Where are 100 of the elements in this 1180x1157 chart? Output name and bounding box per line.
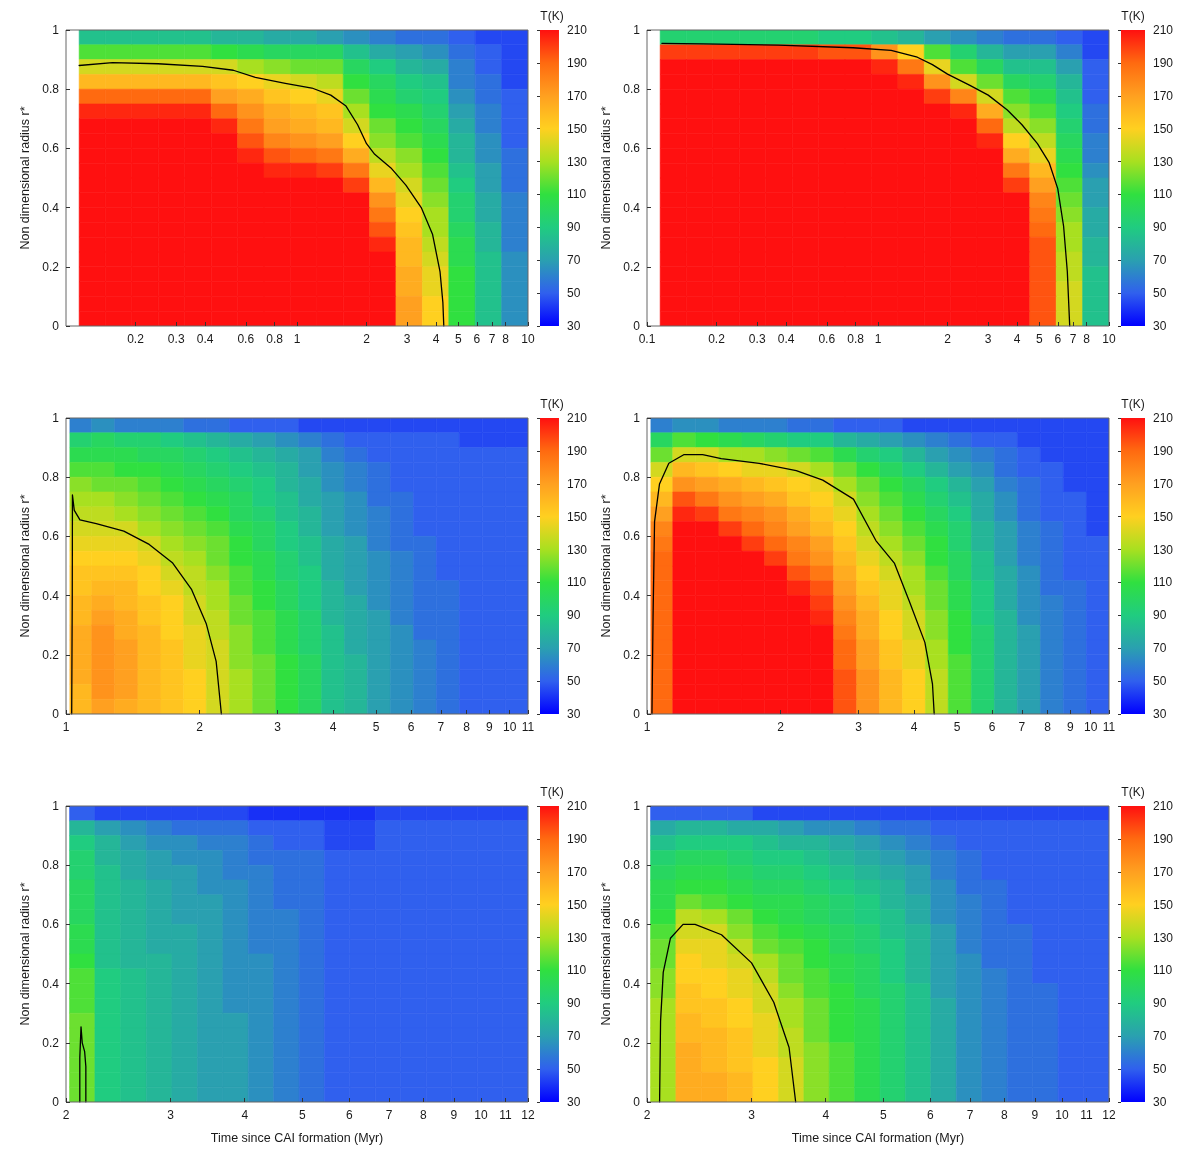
- x-tick-label: 6: [473, 332, 481, 346]
- x-tick-label: 0.2: [708, 332, 726, 346]
- color-bar-label: 70: [566, 1029, 581, 1044]
- color-bar-label: 90: [1153, 608, 1167, 623]
- x-tick-label: 1: [874, 332, 882, 346]
- color-bar-label: 110: [1153, 187, 1173, 202]
- x-tick-label: 4: [241, 1108, 249, 1122]
- color-bar-label: 90: [1153, 996, 1167, 1011]
- color-bar-label: 110: [566, 963, 587, 978]
- color-bar-label: 210: [566, 799, 588, 813]
- x-tick-label: 3: [984, 332, 992, 346]
- x-tick-label: 0.4: [777, 332, 795, 346]
- x-tick-label: 9: [1066, 720, 1074, 734]
- x-tick-label: 4: [910, 720, 918, 734]
- color-bar-label: 150: [1153, 897, 1174, 912]
- y-tick-label: 1: [633, 799, 641, 813]
- x-tick-label: 0.3: [748, 332, 766, 346]
- x-tick-label: 7: [966, 1108, 974, 1122]
- color-bar-label: 130: [1153, 542, 1174, 557]
- x-tick-label: 2: [944, 332, 952, 346]
- x-tick-label: 7: [1018, 720, 1026, 734]
- color-bar-label: 130: [566, 542, 588, 557]
- y-tick-label: 0.6: [623, 141, 641, 156]
- x-tick-label: 5: [455, 332, 463, 346]
- y-tick-label: 0: [633, 319, 641, 333]
- color-bar-label: 190: [566, 831, 588, 846]
- y-tick-label: 0.2: [623, 647, 641, 662]
- x-tick-label: 9: [450, 1108, 458, 1122]
- y-tick-label: 0.2: [623, 1035, 641, 1050]
- y-tick-label: 1: [52, 23, 60, 37]
- y-tick-label: 0.6: [42, 141, 60, 156]
- y-tick-label: 1: [633, 411, 641, 425]
- x-tick-label: 0.3: [167, 332, 185, 346]
- color-bar-label: 90: [566, 996, 581, 1011]
- x-tick-label: 10: [474, 1108, 488, 1122]
- color-bar-title: T(K): [1121, 397, 1145, 411]
- x-tick-label: 3: [274, 720, 282, 734]
- color-bar-label: 190: [566, 55, 588, 70]
- color-bar-label: 190: [1153, 831, 1174, 846]
- color-bar-label: 30: [1153, 1095, 1167, 1109]
- y-tick-label: 1: [52, 411, 60, 425]
- y-tick-label: 0.8: [42, 470, 60, 485]
- color-bar-label: 170: [1153, 476, 1174, 491]
- y-tick-label: 0.8: [623, 82, 641, 97]
- x-tick-label: 3: [167, 1108, 175, 1122]
- x-tick-label: 8: [1001, 1108, 1009, 1122]
- y-axis-title: Non dimensional radius r*: [17, 882, 32, 1026]
- color-bar-label: 30: [566, 707, 581, 721]
- y-tick-label: 0.4: [42, 588, 60, 603]
- color-bar-label: 70: [566, 641, 581, 656]
- y-tick-label: 0.6: [623, 917, 641, 932]
- x-tick-label: 0.8: [847, 332, 865, 346]
- x-tick-label: 3: [748, 1108, 756, 1122]
- color-bar-label: 50: [1153, 674, 1167, 689]
- x-tick-label: 7: [488, 332, 496, 346]
- color-bar-label: 210: [1153, 411, 1174, 425]
- color-bar-label: 170: [1153, 88, 1174, 103]
- color-bar-label: 190: [566, 443, 588, 458]
- color-bar-label: 210: [566, 411, 588, 425]
- color-bar-label: 70: [1153, 641, 1167, 656]
- y-tick-label: 0.4: [42, 200, 60, 215]
- color-bar-label: 30: [566, 319, 581, 333]
- color-bar-label: 30: [1153, 707, 1167, 721]
- x-tick-label: 10: [1083, 720, 1098, 734]
- color-bar-label: 70: [1153, 1029, 1167, 1044]
- color-bar-label: 150: [1153, 121, 1174, 136]
- x-tick-label: 11: [521, 720, 535, 734]
- y-tick-label: 0.2: [42, 1035, 60, 1050]
- x-tick-label: 3: [855, 720, 863, 734]
- x-tick-label: 2: [643, 1108, 651, 1122]
- color-bar-label: 150: [566, 509, 588, 524]
- x-tick-label: 3: [403, 332, 411, 346]
- color-bar-label: 50: [566, 674, 581, 689]
- y-tick-label: 0.4: [623, 200, 641, 215]
- color-bar-label: 170: [1153, 864, 1174, 879]
- x-tick-label: 11: [1102, 720, 1116, 734]
- x-tick-label: 8: [1083, 332, 1091, 346]
- y-tick-label: 0.4: [623, 976, 641, 991]
- y-axis-title: Non dimensional radius r*: [598, 882, 613, 1026]
- x-tick-label: 9: [485, 720, 493, 734]
- x-tick-label: 5: [1036, 332, 1044, 346]
- color-bar-label: 110: [566, 187, 587, 202]
- y-axis-title: Non dimensional radius r*: [598, 106, 613, 250]
- color-bar-label: 70: [566, 253, 581, 268]
- x-tick-label: 12: [521, 1108, 535, 1122]
- color-bar-title: T(K): [540, 9, 564, 23]
- x-tick-label: 1: [62, 720, 70, 734]
- x-tick-label: 6: [926, 1108, 934, 1122]
- color-bar-label: 210: [566, 23, 588, 37]
- x-tick-label: 0.6: [237, 332, 255, 346]
- x-tick-label: 6: [1054, 332, 1062, 346]
- y-tick-label: 0: [52, 707, 60, 721]
- x-tick-label: 10: [1102, 332, 1116, 346]
- x-tick-label: 0.1: [638, 332, 656, 346]
- x-tick-label: 2: [777, 720, 785, 734]
- x-tick-label: 10: [502, 720, 517, 734]
- color-bar-title: T(K): [540, 397, 564, 411]
- x-tick-label: 9: [1031, 1108, 1039, 1122]
- y-tick-label: 0.2: [42, 647, 60, 662]
- x-tick-label: 6: [407, 720, 415, 734]
